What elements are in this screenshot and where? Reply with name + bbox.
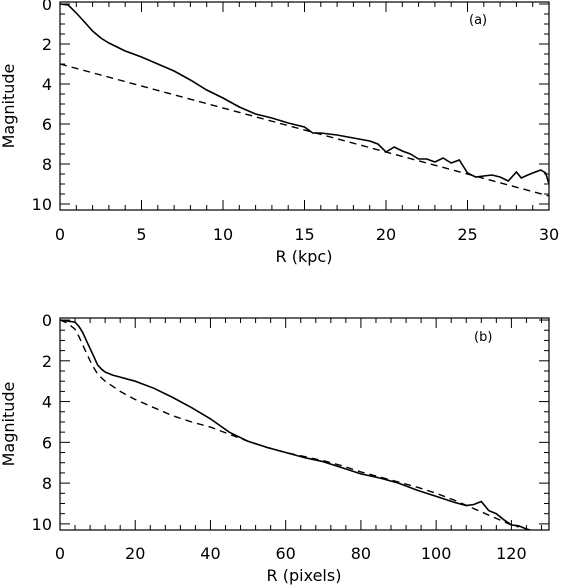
x-tick-label: 15	[294, 225, 314, 244]
x-tick-label: 100	[421, 544, 452, 563]
panel-b-yticks: 0 2 4 6 8 10	[32, 311, 549, 534]
x-tick-label: 120	[496, 544, 527, 563]
panel-b-xlabel: R (pixels)	[267, 566, 342, 585]
panel-a-series-solid-line	[59, 3, 550, 185]
panel-a-xlabel: R (kpc)	[276, 247, 333, 266]
y-tick-label: 10	[32, 515, 52, 534]
y-tick-label: 2	[42, 352, 52, 371]
panel-a-series-dashed-line	[59, 63, 550, 197]
panel-b-ylabel: Magnitude	[0, 382, 18, 467]
x-tick-label: 80	[351, 544, 371, 563]
y-tick-label: 0	[42, 0, 52, 14]
panel-b-label: (b)	[474, 330, 492, 345]
x-tick-label: 20	[376, 225, 396, 244]
panel-a-label: (a)	[469, 13, 487, 28]
panel-b-series	[59, 319, 531, 531]
y-tick-label: 2	[42, 35, 52, 54]
panel-b-series-dashed-line	[59, 319, 520, 528]
y-tick-label: 8	[42, 155, 52, 174]
panel-a-yticks: 0 2 4 6 8 10	[32, 0, 549, 214]
x-tick-label: 5	[136, 225, 146, 244]
panel-b-plot-frame	[59, 317, 550, 531]
panel-b-xticks: 0 20 40 60 80 100 120	[55, 318, 542, 563]
y-tick-label: 0	[42, 311, 52, 330]
y-tick-label: 10	[32, 195, 52, 214]
x-tick-label: 10	[213, 225, 233, 244]
y-tick-label: 4	[42, 75, 52, 94]
panel-a-xticks: 0 5 10 15 20 25 30	[55, 2, 559, 244]
y-tick-label: 8	[42, 474, 52, 493]
panel-a-ylabel: Magnitude	[0, 64, 18, 149]
x-tick-label: 0	[55, 225, 65, 244]
panel-b-series-solid-line	[59, 319, 531, 531]
y-tick-label: 6	[42, 433, 52, 452]
x-tick-label: 25	[457, 225, 477, 244]
y-tick-label: 6	[42, 115, 52, 134]
panel-a: 0 5 10 15 20 25 30 0 2 4 6 8 10 (a) R (kpc) Magnitu…	[0, 0, 559, 266]
x-tick-label: 60	[276, 544, 296, 563]
panel-b: 0 20 40 60 80 100 120 0 2 4 6 8 10 (b) R (pixels) M…	[0, 311, 550, 585]
panel-a-series	[59, 3, 550, 197]
x-tick-label: 0	[55, 544, 65, 563]
x-tick-label: 30	[539, 225, 559, 244]
panel-a-plot-frame	[59, 1, 550, 211]
x-tick-label: 40	[200, 544, 220, 563]
y-tick-label: 4	[42, 393, 52, 412]
x-tick-label: 20	[125, 544, 145, 563]
